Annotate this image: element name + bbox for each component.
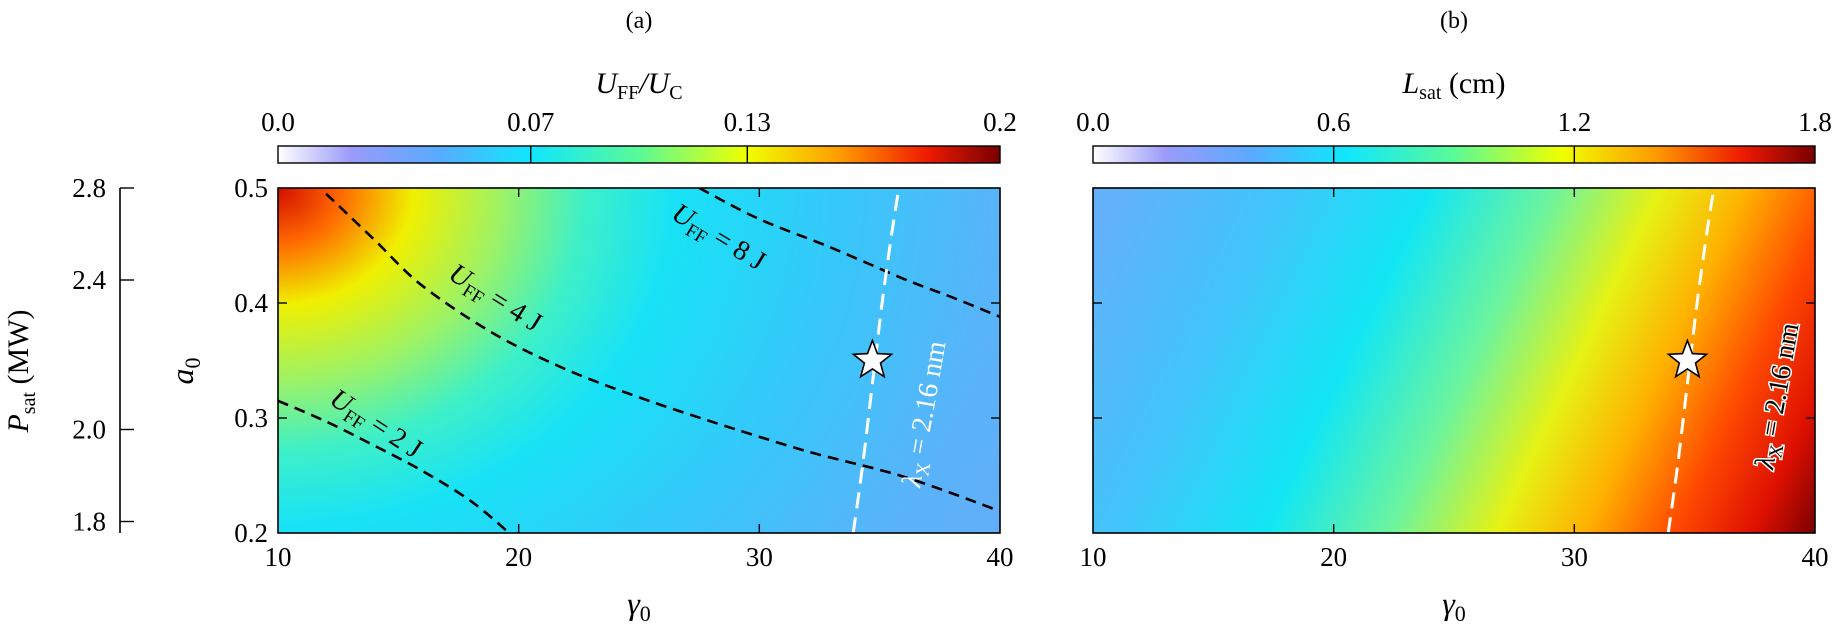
y-tick-label: 0.4 [234, 288, 268, 318]
panel-a: (a) UFF/UC 0.0 0.07 0.13 0.2 UFF = 2 J UFF … [2, 8, 1017, 626]
contour-lines [278, 188, 1000, 532]
colorbar-a [277, 145, 1001, 164]
colorbar-tick-label: 0.0 [261, 107, 295, 137]
colorbar-tick-label: 1.2 [1557, 107, 1591, 137]
secondary-axis: 1.8 2.0 2.4 2.8 [72, 173, 134, 537]
plot-frame-b [1092, 187, 1816, 534]
x-axis-a: 10 20 30 40 [265, 188, 1014, 572]
colorbar-b-title: Lsat (cm) [1401, 67, 1505, 104]
contour-line [278, 399, 508, 532]
x-tick-label: 40 [987, 542, 1014, 572]
secondary-tick-label: 2.8 [72, 173, 106, 203]
panel-b: (b) Lsat (cm) 0.0 0.6 1.2 1.8 λX = 2.16 nm … [1076, 8, 1832, 626]
y-axis-b [1093, 302, 1815, 419]
secondary-tick-label: 1.8 [72, 507, 106, 537]
heatmap-a [278, 188, 1000, 533]
colorbar-a-title: UFF/UC [595, 67, 682, 104]
plot-frame-a [277, 187, 1001, 534]
secondary-tick-label: 2.0 [72, 415, 106, 445]
x-axis-label-b: γ0 [1442, 585, 1466, 626]
x-tick-label: 10 [1080, 542, 1107, 572]
x-tick-label: 20 [505, 542, 532, 572]
colorbar-tick-label: 0.2 [983, 107, 1017, 137]
x-tick-label: 30 [746, 542, 773, 572]
heatmap-b [1093, 188, 1815, 533]
y-axis-a: 0.2 0.3 0.4 0.5 [234, 173, 1000, 548]
star-marker-a [851, 338, 894, 379]
y-tick-label: 0.3 [234, 403, 268, 433]
y-tick-label: 0.2 [234, 518, 268, 548]
secondary-tick-label: 2.4 [72, 265, 106, 295]
star-marker-b [1666, 338, 1709, 379]
colorbar-tick-label: 0.13 [724, 107, 771, 137]
colorbar-b-ticks: 0.0 0.6 1.2 1.8 [1076, 107, 1832, 163]
x-axis-b: 10 20 30 40 [1080, 188, 1829, 572]
x-tick-label: 40 [1802, 542, 1829, 572]
y-axis-label-a: a0 [164, 358, 205, 385]
x-tick-label: 30 [1561, 542, 1588, 572]
colorbar-tick-label: 1.8 [1798, 107, 1832, 137]
colorbar-tick-label: 0.07 [507, 107, 554, 137]
x-tick-label: 10 [265, 542, 292, 572]
x-tick-label: 20 [1320, 542, 1347, 572]
contour-line [325, 192, 1000, 513]
contour-line [698, 188, 1000, 319]
secondary-axis-label: Psat (MW) [2, 309, 40, 433]
y-tick-label: 0.5 [234, 173, 268, 203]
colorbar-tick-label: 0.6 [1317, 107, 1351, 137]
x-axis-label-a: γ0 [627, 585, 651, 626]
panel-a-label: (a) [626, 8, 653, 34]
panel-b-label: (b) [1440, 8, 1468, 34]
colorbar-a-ticks: 0.0 0.07 0.13 0.2 [261, 107, 1017, 163]
colorbar-b [1092, 145, 1816, 164]
colorbar-tick-label: 0.0 [1076, 107, 1110, 137]
